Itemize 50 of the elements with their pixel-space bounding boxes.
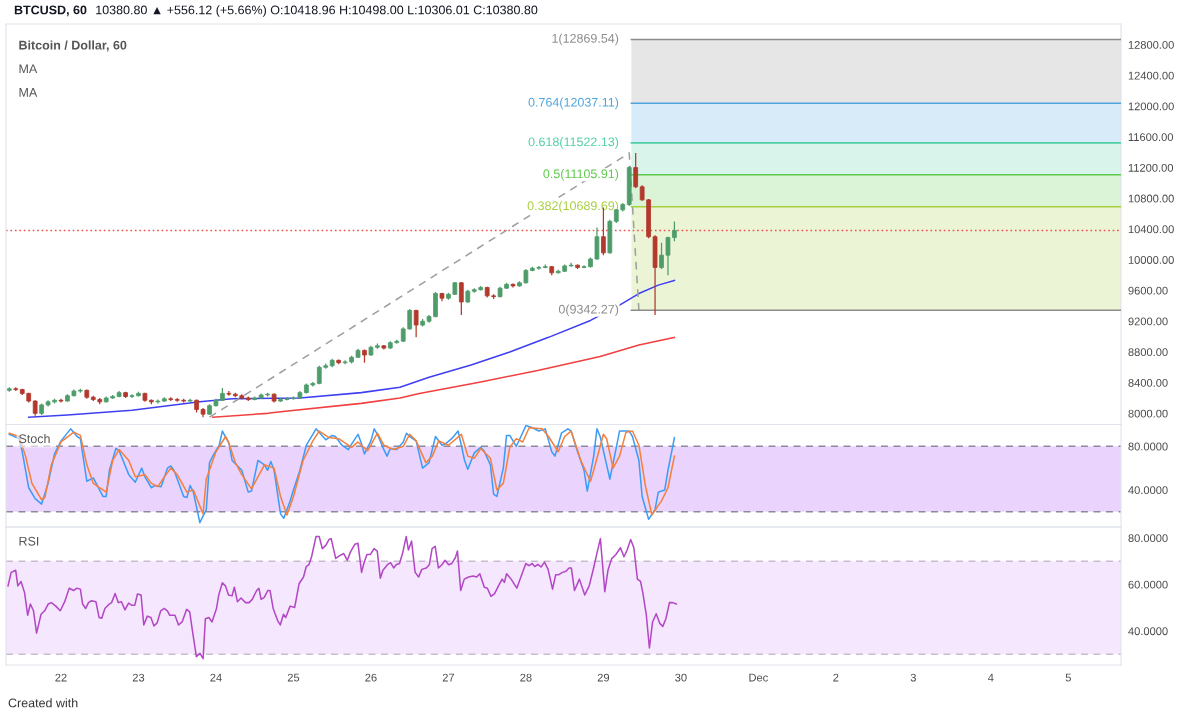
annotation: Bitcoin / Dollar, 60: [19, 40, 127, 52]
y-tick-label: 9200.00: [1128, 317, 1168, 326]
y-tick-label: 11600.00: [1128, 133, 1174, 142]
candlestick: [413, 309, 419, 338]
series-label: 0(9342.27): [558, 304, 619, 317]
x-tick-label: 28: [520, 673, 532, 682]
x-tick-label: 27: [442, 673, 455, 682]
text: Created with: [8, 698, 78, 708]
chart-title: BTCUSD, 60: [14, 5, 87, 17]
series-label: 0.618(11522.13): [528, 137, 619, 149]
y-tick-label: 11200.00: [1128, 163, 1174, 172]
chart-subtitle: 10380.80 ▲ +556.12 (+5.66%) O:10418.96 H:10498.00 L:10306.01 C:10380.80: [96, 5, 538, 17]
x-tick-label: 25: [287, 673, 300, 682]
candlestick: [226, 390, 232, 397]
y-tick-label: 40.0000: [1128, 627, 1168, 636]
y-tick-label: 60.0000: [1128, 580, 1168, 589]
x-tick-label: 2: [833, 673, 839, 682]
y-tick-label: 9600.00: [1128, 286, 1168, 295]
annotation: MA: [19, 88, 38, 97]
x-tick-label: 29: [597, 673, 610, 682]
y-tick-label: 80.0000: [1128, 442, 1168, 451]
y-tick-label: 80.0000: [1128, 534, 1168, 543]
x-tick-label: 5: [1065, 673, 1071, 682]
y-tick-label: 10000.00: [1128, 256, 1174, 264]
x-tick-label: 24: [210, 673, 222, 682]
x-tick-label: 22: [55, 673, 67, 682]
series-label: 0.764(12037.11): [528, 97, 619, 110]
y-tick-label: 8000.00: [1128, 409, 1168, 418]
y-tick-label: 12800.00: [1128, 41, 1174, 49]
y-tick-label: 10400.00: [1128, 225, 1174, 234]
candlestick: [633, 152, 639, 189]
text: RSI: [19, 536, 39, 546]
x-tick-label: 23: [132, 673, 145, 682]
y-tick-label: 12400.00: [1128, 71, 1174, 80]
x-tick-label: Dec: [749, 673, 768, 682]
x-tick-label: 4: [988, 673, 994, 682]
candlestick: [458, 281, 464, 316]
x-tick-label: 26: [365, 673, 377, 682]
text: Stoch: [19, 433, 50, 444]
y-tick-label: 10800.00: [1128, 194, 1174, 203]
series-label: 1(12869.54): [552, 33, 619, 46]
series-label: 0.382(10689.69): [527, 200, 619, 213]
y-tick-label: 40.0000: [1128, 486, 1168, 495]
y-tick-label: 8800.00: [1128, 348, 1168, 357]
x-tick-label: 30: [675, 673, 687, 682]
series-label: 0.5(11105.91): [543, 169, 619, 181]
y-tick-label: 8400.00: [1128, 378, 1168, 387]
annotation: MA: [19, 64, 38, 74]
y-tick-label: 12000.00: [1128, 102, 1174, 111]
x-tick-label: 3: [910, 673, 916, 682]
